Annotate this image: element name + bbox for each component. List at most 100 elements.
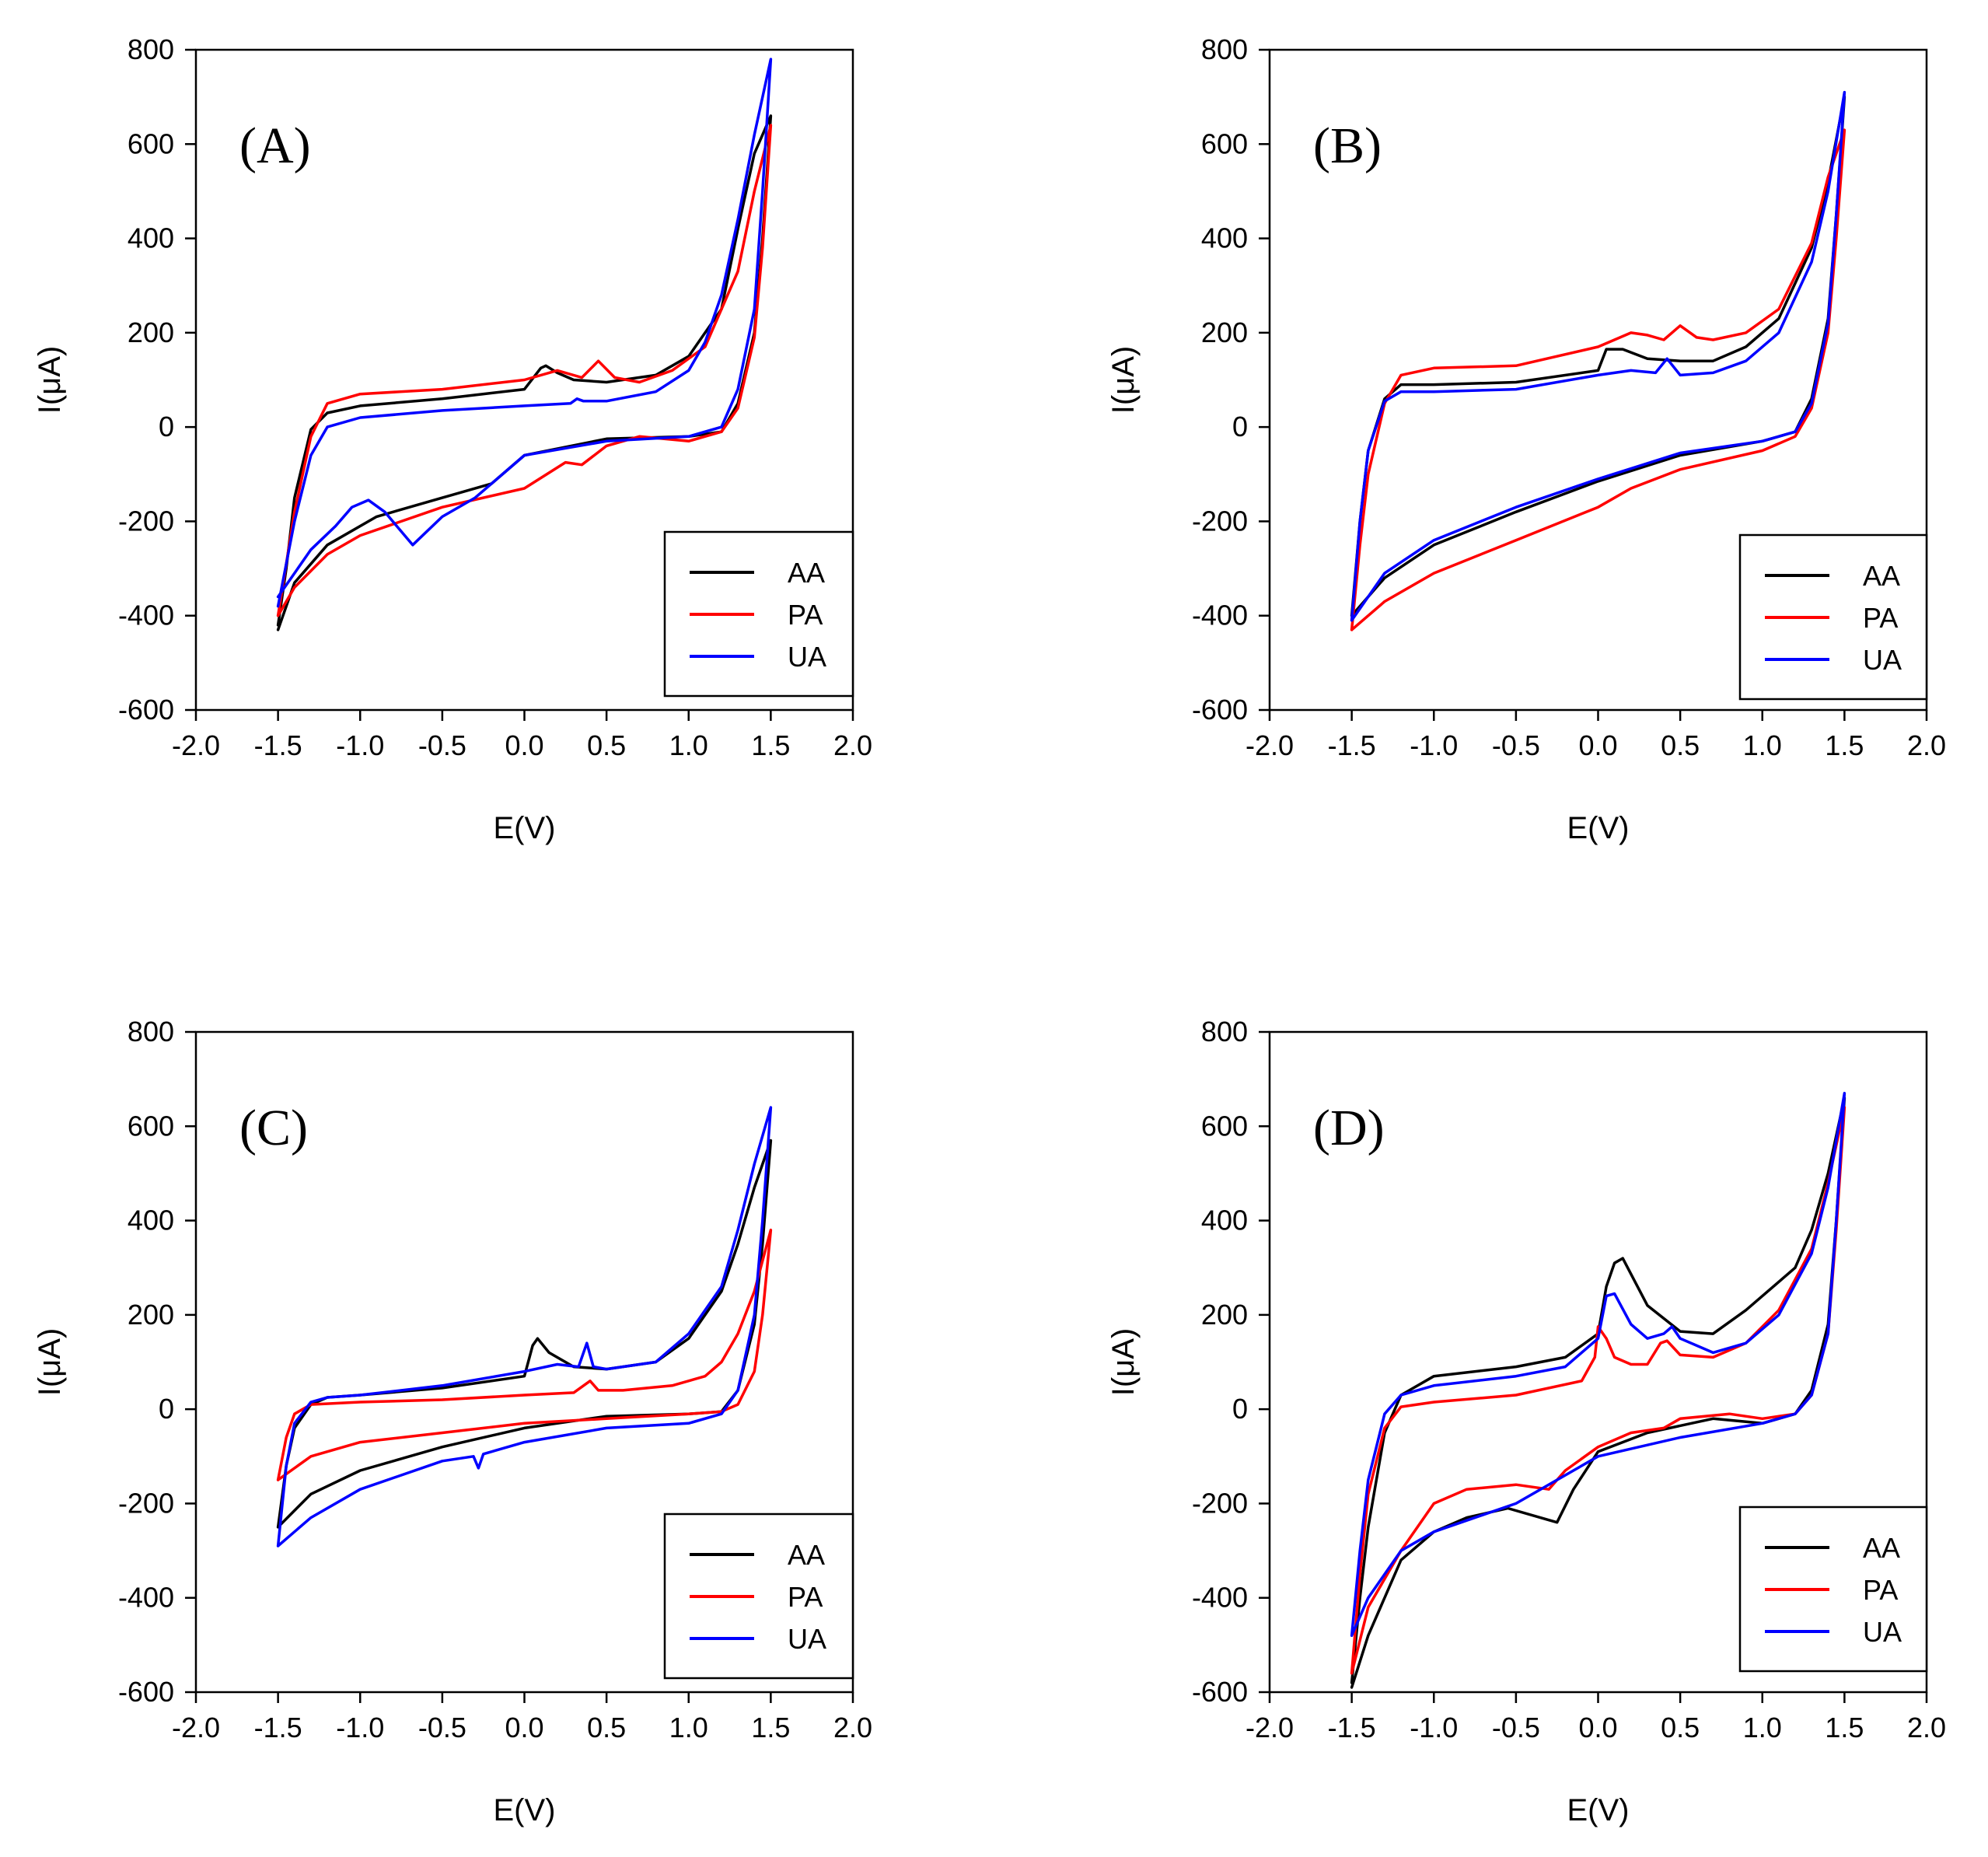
panel-a-ytick-label: 0 <box>159 411 174 442</box>
panel-c-series-aa-line <box>276 1138 773 1529</box>
panel-b: -2.0 -1.5 -1.0 -0.5 0.0 0.5 1.0 1.5 2.0 -600 -400 -… <box>1106 33 1946 845</box>
panel-c: -2.0 -1.5 -1.0 -0.5 0.0 0.5 1.0 1.5 2.0 -600 -400 -… <box>33 1016 872 1827</box>
panel-d-xtick-label: -1.0 <box>1410 1712 1458 1743</box>
panel-b-series-group <box>1350 90 1846 631</box>
panel-a-xtick-label: 0.5 <box>587 729 626 761</box>
panel-c-x-axis-label: E(V) <box>494 1793 556 1827</box>
panel-b-y-axis-label: I(μA) <box>1106 346 1141 414</box>
panel-d-xtick-label: -0.5 <box>1492 1712 1540 1743</box>
panel-b-legend-label-ua: UA <box>1863 644 1902 676</box>
panel-c-series-ua-line <box>276 1106 773 1548</box>
panel-c-xtick-label: 1.0 <box>669 1712 708 1743</box>
panel-c-ytick-label: 0 <box>159 1393 174 1425</box>
panel-d: -2.0 -1.5 -1.0 -0.5 0.0 0.5 1.0 1.5 2.0 -600 -400 -… <box>1106 1016 1946 1827</box>
panel-a-ytick-label: 600 <box>128 128 174 159</box>
panel-d-xtick-label: -2.0 <box>1246 1712 1294 1743</box>
panel-d-xtick-label: 0.0 <box>1578 1712 1617 1743</box>
panel-c-ytick-label: -600 <box>118 1676 174 1708</box>
panel-a-legend: AA PA UA <box>663 530 854 698</box>
panel-b-ytick-label: -200 <box>1192 505 1248 537</box>
panel-a-ytick-label: -200 <box>118 505 174 537</box>
panel-c-xtick-label: 2.0 <box>833 1712 872 1743</box>
panel-a-xtick-label: -1.5 <box>254 729 302 761</box>
panel-a-legend-label-pa: PA <box>788 599 823 631</box>
panel-c-xtick-label: -1.5 <box>254 1712 302 1743</box>
panel-d-xtick-label: -1.5 <box>1328 1712 1376 1743</box>
panel-b-xtick-label: -1.0 <box>1410 729 1458 761</box>
panel-b-xtick-label: -1.5 <box>1328 729 1376 761</box>
panel-a-xtick-label: 2.0 <box>833 729 872 761</box>
panel-a-xtick-label: 1.0 <box>669 729 708 761</box>
panel-c-xtick-label: 1.5 <box>751 1712 790 1743</box>
panel-c-xtick-label: 0.5 <box>587 1712 626 1743</box>
panel-b-series-pa-line <box>1350 128 1846 631</box>
panel-d-xtick-label: 1.0 <box>1743 1712 1782 1743</box>
panel-d-xtick-label: 2.0 <box>1907 1712 1946 1743</box>
panel-c-series-group <box>276 1106 773 1548</box>
panel-b-ytick-label: 0 <box>1232 411 1248 442</box>
panel-c-legend: AA PA UA <box>663 1513 854 1680</box>
panel-d-ytick-label: -600 <box>1192 1676 1248 1708</box>
panel-c-ytick-label: -200 <box>118 1487 174 1519</box>
panel-b-label: (B) <box>1313 117 1382 174</box>
panel-c-legend-label-aa: AA <box>788 1539 825 1571</box>
panel-b-ytick-label: 800 <box>1201 33 1248 65</box>
panel-a-ytick-label: 200 <box>128 316 174 348</box>
panel-b-series-ua-line <box>1350 90 1846 622</box>
panel-a-xtick-label: -0.5 <box>418 729 466 761</box>
panel-c-xtick-label: -0.5 <box>418 1712 466 1743</box>
panel-c-ytick-label: 200 <box>128 1299 174 1331</box>
panel-d-xtick-label: 1.5 <box>1825 1712 1864 1743</box>
panel-c-xtick-label: 0.0 <box>505 1712 543 1743</box>
panel-b-xtick-label: 0.5 <box>1661 729 1700 761</box>
panel-a-ytick-label: 400 <box>128 222 174 254</box>
panel-a-legend-label-aa: AA <box>788 557 825 589</box>
panel-a-xtick-label: 1.5 <box>751 729 790 761</box>
panel-b-legend: AA PA UA <box>1738 533 1928 701</box>
panel-b-series-aa-line <box>1350 95 1846 617</box>
panel-a-series-ua-line <box>276 58 773 608</box>
panel-b-xtick-label: -2.0 <box>1246 729 1294 761</box>
panel-d-legend-label-aa: AA <box>1863 1532 1900 1564</box>
panel-b-xtick-label: 0.0 <box>1578 729 1617 761</box>
panel-a-series-group <box>276 58 773 631</box>
panel-d-ytick-label: 0 <box>1232 1393 1248 1425</box>
panel-d-label: (D) <box>1313 1100 1385 1156</box>
panel-d-legend-label-ua: UA <box>1863 1616 1902 1648</box>
panel-b-ytick-label: 400 <box>1201 222 1248 254</box>
panel-b-xtick-label: 1.5 <box>1825 729 1864 761</box>
panel-c-label: (C) <box>239 1100 308 1156</box>
panel-a-xtick-label: 0.0 <box>505 729 543 761</box>
panel-d-ytick-label: 600 <box>1201 1110 1248 1142</box>
panel-c-y-axis-label: I(μA) <box>33 1328 67 1396</box>
panel-d-ytick-label: -200 <box>1192 1487 1248 1519</box>
panel-c-legend-label-pa: PA <box>788 1581 823 1613</box>
panel-d-y-axis-label: I(μA) <box>1106 1328 1141 1396</box>
panel-d-ytick-label: 200 <box>1201 1299 1248 1331</box>
panel-b-ytick-label: -600 <box>1192 694 1248 726</box>
panel-b-xtick-label: 2.0 <box>1907 729 1946 761</box>
panel-a-ytick-label: 800 <box>128 33 174 65</box>
panel-c-ytick-label: 800 <box>128 1016 174 1047</box>
panel-d-series-group <box>1350 1092 1846 1689</box>
panel-a-ytick-label: -600 <box>118 694 174 726</box>
panel-d-series-aa-line <box>1350 1096 1846 1689</box>
panel-d-series-ua-line <box>1350 1092 1846 1637</box>
panel-c-xtick-label: -1.0 <box>336 1712 384 1743</box>
panel-d-xtick-label: 0.5 <box>1661 1712 1700 1743</box>
panel-c-series-pa-line <box>276 1228 773 1481</box>
panel-b-legend-label-aa: AA <box>1863 560 1900 592</box>
panel-b-ytick-label: 600 <box>1201 128 1248 159</box>
panel-d-ytick-label: 800 <box>1201 1016 1248 1047</box>
panel-d-ytick-label: -400 <box>1192 1582 1248 1614</box>
panel-c-ytick-label: 400 <box>128 1205 174 1236</box>
panel-b-ytick-label: -400 <box>1192 600 1248 631</box>
panel-a-x-axis-label: E(V) <box>494 811 556 845</box>
panel-d-ytick-label: 400 <box>1201 1205 1248 1236</box>
panel-b-x-axis-label: E(V) <box>1567 811 1630 845</box>
panel-d-legend: AA PA UA <box>1738 1506 1928 1673</box>
panel-d-x-axis-label: E(V) <box>1567 1793 1630 1827</box>
panel-c-legend-label-ua: UA <box>788 1623 826 1655</box>
panel-a-y-axis-label: I(μA) <box>33 346 67 414</box>
